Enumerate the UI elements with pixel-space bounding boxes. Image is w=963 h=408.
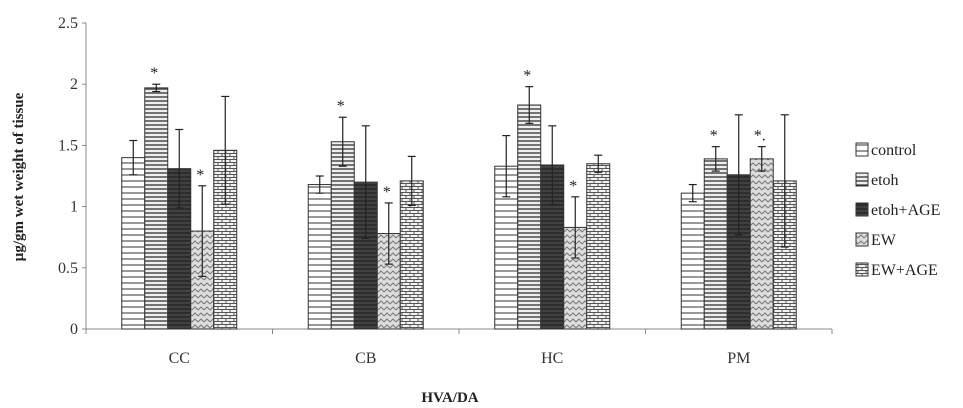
y-tick-label: 0 bbox=[70, 321, 78, 338]
x-tick-label: CC bbox=[169, 350, 190, 367]
x-axis-title: HVA/DA bbox=[421, 390, 478, 406]
y-tick-label: 1.5 bbox=[58, 137, 78, 154]
legend: control etoh etoh+AGE EW EW+AGE bbox=[855, 142, 940, 279]
significance-marker: * bbox=[196, 167, 204, 184]
bar-control-CC bbox=[121, 157, 146, 330]
legend-label-EW: EW bbox=[871, 232, 897, 249]
legend-label-EW+AGE: EW+AGE bbox=[871, 262, 938, 279]
bar-EW-PM bbox=[749, 158, 774, 330]
legend-swatch-EW bbox=[855, 232, 869, 247]
significance-marker: *. bbox=[754, 128, 766, 145]
legend-swatch-control bbox=[855, 142, 869, 157]
bar-etoh-CB bbox=[330, 141, 355, 330]
y-tick-label: 2 bbox=[70, 76, 78, 93]
significance-marker: * bbox=[569, 178, 577, 195]
y-tick-label: 1 bbox=[70, 199, 78, 216]
bar-control-CB bbox=[307, 184, 332, 330]
legend-label-etoh: etoh bbox=[871, 172, 899, 189]
legend-label-control: control bbox=[871, 142, 917, 159]
significance-marker: * bbox=[150, 65, 158, 82]
y-axis-title: µg/gm wet weight of tissue bbox=[11, 92, 27, 261]
x-tick-label: PM bbox=[727, 350, 750, 367]
legend-swatch-EW+AGE bbox=[855, 262, 869, 277]
x-tick-label: CB bbox=[355, 350, 376, 367]
legend-swatch-etoh+AGE bbox=[855, 202, 869, 217]
y-tick-label: 0.5 bbox=[58, 260, 78, 277]
significance-marker: * bbox=[710, 128, 718, 145]
y-axis: 0 0.5 1 1.5 2 2.5 bbox=[58, 15, 87, 338]
legend-label-etoh+AGE: etoh+AGE bbox=[871, 202, 940, 219]
bars: * * * * * * * *. bbox=[121, 65, 797, 330]
significance-marker: * bbox=[383, 184, 391, 201]
x-tick-label: HC bbox=[541, 350, 563, 367]
y-tick-label: 2.5 bbox=[58, 15, 78, 32]
bar-etoh-PM bbox=[703, 158, 728, 330]
bar-etoh-HC bbox=[517, 104, 542, 330]
bar-etoh-CC bbox=[144, 87, 169, 330]
legend-swatch-etoh bbox=[855, 172, 869, 187]
significance-marker: * bbox=[337, 98, 345, 115]
bar-EW+AGE-HC bbox=[586, 163, 611, 330]
significance-marker: * bbox=[523, 68, 531, 85]
x-axis: CC CB HC PM bbox=[85, 328, 833, 367]
bar-control-PM bbox=[680, 192, 705, 330]
